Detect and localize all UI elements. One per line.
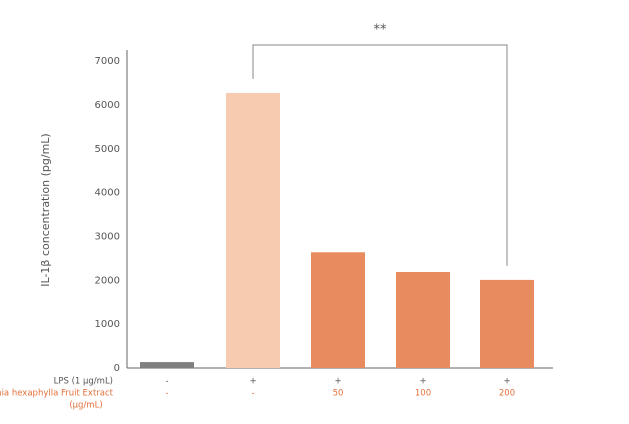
row-label: Stauntonia hexaphylla Fruit Extract: [0, 389, 114, 399]
row-cell: -: [165, 389, 168, 399]
row-cell: +: [503, 377, 510, 387]
bar: [140, 362, 194, 368]
row-cell: +: [249, 377, 256, 387]
row-cell: 50: [333, 389, 344, 399]
row-label: LPS (1 μg/mL): [54, 377, 113, 387]
row-cell: 200: [499, 389, 515, 399]
bar: [480, 279, 534, 368]
y-tick-label: 0: [114, 363, 120, 374]
y-tick-label: 1000: [95, 319, 120, 330]
y-tick-label: 4000: [95, 188, 120, 199]
row-cell: +: [334, 377, 341, 387]
row-cell: -: [251, 389, 254, 399]
bar: [396, 272, 450, 368]
row-cell: +: [419, 377, 426, 387]
bar: [226, 92, 280, 368]
y-tick-label: 3000: [95, 231, 120, 242]
bar: [311, 252, 365, 368]
y-tick-label: 2000: [95, 275, 120, 286]
significance-label: **: [374, 23, 388, 38]
row-cell: -: [165, 377, 168, 387]
y-tick-label: 5000: [95, 144, 120, 155]
y-tick-label: 6000: [95, 100, 120, 111]
y-tick-label: 7000: [95, 56, 120, 67]
row-sublabel: (μg/mL): [69, 401, 102, 411]
significance-bracket: [252, 44, 508, 266]
y-axis-label: IL-1β concentration (pg/mL): [39, 133, 52, 286]
row-cell: 100: [415, 389, 431, 399]
